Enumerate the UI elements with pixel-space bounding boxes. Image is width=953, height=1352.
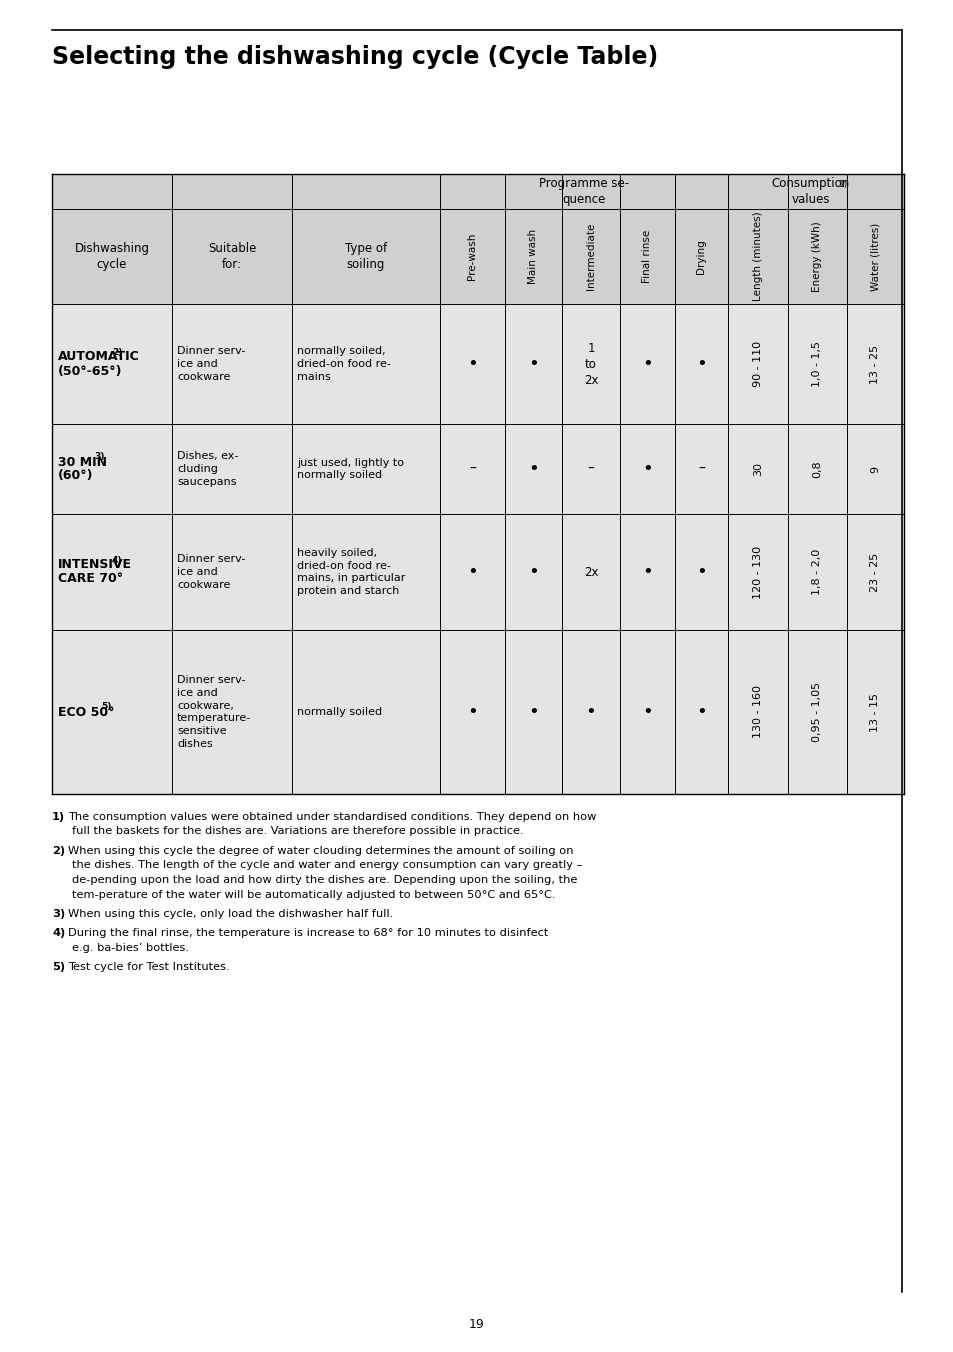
Text: The consumption values were obtained under standardised conditions. They depend : The consumption values were obtained und…	[68, 813, 596, 822]
Text: Intermediate: Intermediate	[585, 223, 596, 291]
Bar	[52, 425, 903, 514]
Text: Main wash: Main wash	[528, 228, 537, 284]
Text: AUTOMATIC: AUTOMATIC	[58, 350, 139, 364]
Text: –: –	[587, 462, 594, 476]
Text: When using this cycle, only load the dishwasher half full.: When using this cycle, only load the dis…	[68, 909, 393, 919]
Text: •: •	[467, 703, 477, 721]
Text: Programme se-
quence: Programme se- quence	[538, 177, 628, 206]
Text: normally soiled,
dried-on food re-
mains: normally soiled, dried-on food re- mains	[296, 346, 391, 381]
Bar	[52, 174, 903, 210]
Text: 2x: 2x	[583, 565, 598, 579]
Text: –: –	[469, 462, 476, 476]
Text: 1,0 - 1,5: 1,0 - 1,5	[812, 341, 821, 387]
Text: •: •	[528, 562, 538, 581]
Text: •: •	[641, 703, 652, 721]
Text: 30: 30	[752, 462, 762, 476]
Text: tem-perature of the water will be automatically adjusted to between 50°C and 65°: tem-perature of the water will be automa…	[71, 890, 555, 899]
Text: heavily soiled,
dried-on food re-
mains, in particular
protein and starch: heavily soiled, dried-on food re- mains,…	[296, 548, 405, 596]
Text: •: •	[528, 356, 538, 373]
Text: Test cycle for Test Institutes.: Test cycle for Test Institutes.	[68, 963, 230, 972]
Text: Selecting the dishwashing cycle (Cycle Table): Selecting the dishwashing cycle (Cycle T…	[52, 45, 658, 69]
Text: de-pending upon the load and how dirty the dishes are. Depending upon the soilin: de-pending upon the load and how dirty t…	[71, 875, 577, 886]
Text: 1): 1)	[839, 180, 848, 189]
Text: •: •	[696, 703, 706, 721]
Text: (50°-65°): (50°-65°)	[58, 365, 122, 377]
Text: Consumption
values: Consumption values	[771, 177, 849, 206]
Text: (60°): (60°)	[58, 469, 93, 483]
Text: 0,95 - 1,05: 0,95 - 1,05	[812, 681, 821, 742]
Text: 1,8 - 2,0: 1,8 - 2,0	[812, 549, 821, 595]
Text: Dishes, ex-
cluding
saucepans: Dishes, ex- cluding saucepans	[177, 452, 238, 487]
Text: CARE 70°: CARE 70°	[58, 572, 123, 585]
Text: •: •	[696, 356, 706, 373]
Text: 3): 3)	[94, 453, 104, 461]
Text: When using this cycle the degree of water clouding determines the amount of soil: When using this cycle the degree of wate…	[68, 846, 573, 856]
Text: 120 - 130: 120 - 130	[752, 545, 762, 599]
Text: 4): 4)	[52, 929, 65, 938]
Text: 5): 5)	[52, 963, 65, 972]
Text: •: •	[696, 562, 706, 581]
Text: 13 - 25: 13 - 25	[869, 345, 880, 384]
Text: Water (litres): Water (litres)	[869, 222, 880, 291]
Text: During the final rinse, the temperature is increase to 68° for 10 minutes to dis: During the final rinse, the temperature …	[68, 929, 548, 938]
Bar	[52, 514, 903, 630]
Text: •: •	[641, 460, 652, 479]
Text: 13 - 15: 13 - 15	[869, 692, 880, 731]
Text: 130 - 160: 130 - 160	[752, 685, 762, 738]
Text: e.g. ba-bies’ bottles.: e.g. ba-bies’ bottles.	[71, 942, 189, 953]
Text: •: •	[528, 460, 538, 479]
Text: the dishes. The length of the cycle and water and energy consumption can vary gr: the dishes. The length of the cycle and …	[71, 860, 581, 871]
Text: Type of
soiling: Type of soiling	[345, 242, 387, 270]
Bar	[52, 210, 903, 304]
Text: Suitable
for:: Suitable for:	[208, 242, 256, 270]
Text: 19: 19	[469, 1317, 484, 1330]
Text: 4): 4)	[112, 556, 122, 565]
Text: •: •	[641, 562, 652, 581]
Text: Dinner serv-
ice and
cookware: Dinner serv- ice and cookware	[177, 346, 245, 381]
Text: INTENSIVE: INTENSIVE	[58, 558, 132, 572]
Text: Drying: Drying	[696, 239, 706, 274]
Text: just used, lightly to
normally soiled: just used, lightly to normally soiled	[296, 457, 403, 480]
Text: Energy (kWh): Energy (kWh)	[812, 222, 821, 292]
Text: •: •	[528, 703, 538, 721]
Bar	[52, 630, 903, 794]
Text: normally soiled: normally soiled	[296, 707, 382, 717]
Text: •: •	[467, 562, 477, 581]
Text: 23 - 25: 23 - 25	[869, 553, 880, 592]
Text: 0,8: 0,8	[812, 460, 821, 477]
Text: •: •	[585, 703, 596, 721]
Text: Final rinse: Final rinse	[641, 230, 652, 283]
Text: 9: 9	[869, 465, 880, 473]
Text: 2): 2)	[112, 347, 122, 357]
Text: •: •	[641, 356, 652, 373]
Text: Dinner serv-
ice and
cookware,
temperature-
sensitive
dishes: Dinner serv- ice and cookware, temperatu…	[177, 675, 251, 749]
Text: 3): 3)	[52, 909, 65, 919]
Text: Dishwashing
cycle: Dishwashing cycle	[74, 242, 150, 270]
Bar	[52, 304, 903, 425]
Text: •: •	[467, 356, 477, 373]
Text: full the baskets for the dishes are. Variations are therefore possible in practi: full the baskets for the dishes are. Var…	[71, 826, 523, 837]
Text: 1
to
2x: 1 to 2x	[583, 342, 598, 387]
Text: Length (minutes): Length (minutes)	[752, 212, 762, 301]
Text: –: –	[698, 462, 704, 476]
Text: Dinner serv-
ice and
cookware: Dinner serv- ice and cookware	[177, 554, 245, 589]
Text: 90 - 110: 90 - 110	[752, 341, 762, 387]
Text: ECO 50°: ECO 50°	[58, 706, 114, 718]
Text: 2): 2)	[52, 846, 65, 856]
Text: Pre-wash: Pre-wash	[467, 233, 477, 280]
Text: 1): 1)	[52, 813, 65, 822]
Text: 5): 5)	[101, 703, 112, 711]
Text: 30 MIN: 30 MIN	[58, 456, 107, 469]
